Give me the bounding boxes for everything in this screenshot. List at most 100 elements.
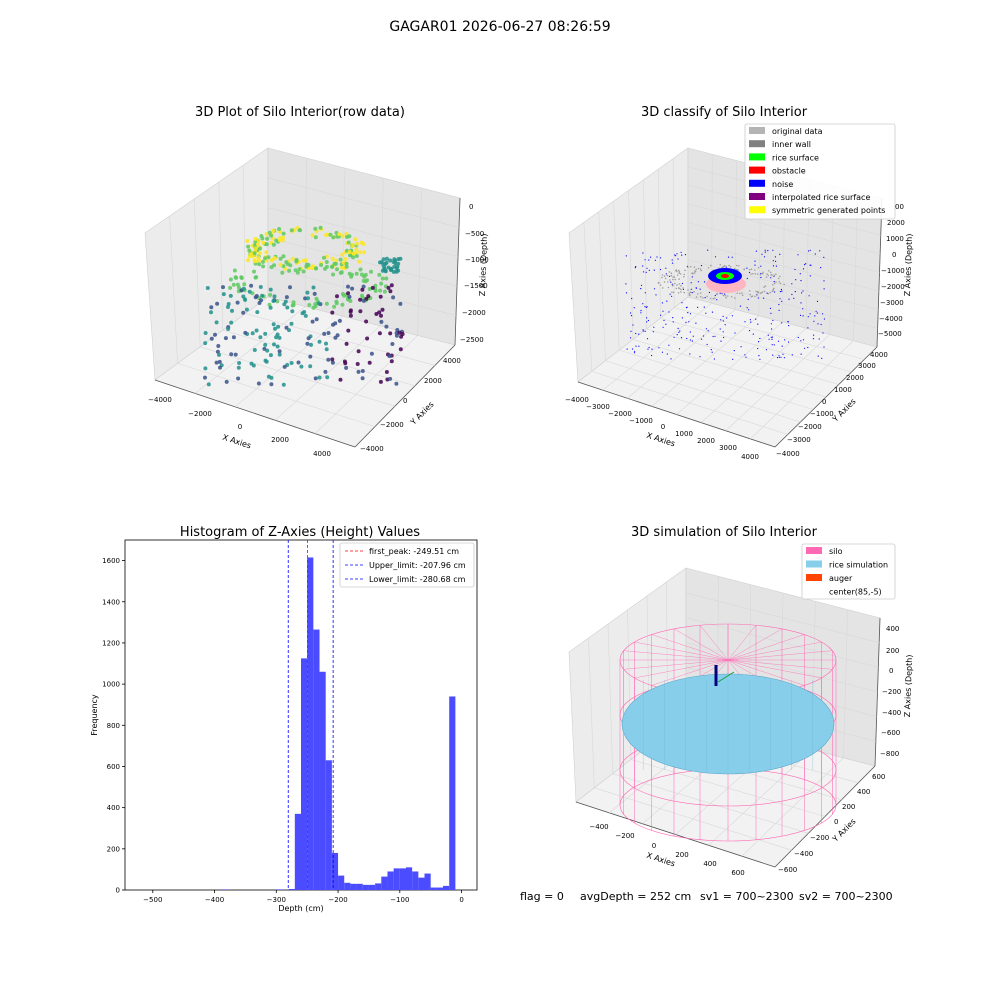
classify-original-point xyxy=(707,267,710,269)
simulation-x-tick: 400 xyxy=(703,860,716,868)
raw-point xyxy=(228,285,233,290)
raw-point xyxy=(221,285,225,290)
raw-point xyxy=(239,275,244,280)
classify-noise-point xyxy=(719,328,721,330)
classify-noise-point xyxy=(670,281,672,283)
classify-noise-point xyxy=(634,350,636,352)
classify-noise-point xyxy=(642,252,644,254)
silo-roof-spoke xyxy=(623,650,729,661)
classify-noise-point xyxy=(711,311,714,313)
classify-noise-point xyxy=(724,324,726,326)
classify-original-point xyxy=(722,294,725,297)
classify-z-tick: −4000 xyxy=(879,315,903,323)
raw-point xyxy=(374,312,379,316)
classify-noise-point xyxy=(720,340,722,342)
classify-noise-point xyxy=(722,315,724,317)
histogram-bar xyxy=(319,671,326,890)
classify-noise-point xyxy=(648,269,650,271)
raw-point xyxy=(263,331,268,336)
classify-x-tick: 0 xyxy=(661,423,665,431)
simulation-z-axis-label: Z Axies (Depth) xyxy=(903,654,914,717)
raw-point xyxy=(361,284,366,289)
histogram-bar xyxy=(399,868,406,890)
classify-noise-point xyxy=(767,334,769,336)
raw-point xyxy=(391,260,396,264)
raw-point xyxy=(263,342,268,347)
classify-noise-point xyxy=(677,327,679,329)
classify-noise-point xyxy=(777,340,780,342)
classify-original-point xyxy=(702,297,704,299)
classify-noise-point xyxy=(697,306,699,308)
raw-point xyxy=(250,331,255,336)
classify-noise-point xyxy=(659,268,662,271)
classify-noise-point xyxy=(689,331,691,333)
raw-point xyxy=(297,267,302,272)
raw-point xyxy=(254,246,258,251)
raw-point xyxy=(213,332,217,337)
histogram-bar xyxy=(325,760,332,890)
classify-noise-point xyxy=(725,266,727,268)
raw-point xyxy=(241,286,246,291)
simulation-z-tick: −200 xyxy=(882,688,901,696)
raw-point xyxy=(361,242,366,246)
classify-noise-point xyxy=(625,283,627,285)
classify-noise-point xyxy=(794,291,796,293)
simulation-z-tick-labels: 400 200 0 −200 −400 −600 −800 xyxy=(880,625,901,758)
raw-point xyxy=(326,331,331,335)
raw-point xyxy=(382,265,387,270)
histogram-bar xyxy=(220,889,227,890)
simulation-x-tick: 600 xyxy=(731,869,744,877)
classify-original-point xyxy=(671,291,673,294)
legend-swatch xyxy=(806,560,822,568)
classify-noise-point xyxy=(795,279,797,281)
raw-point xyxy=(382,289,387,294)
histogram-bar xyxy=(331,852,339,890)
classify-original-point xyxy=(674,282,676,285)
classify-noise-point xyxy=(676,334,678,336)
histogram-x-tick-label: −400 xyxy=(205,896,224,904)
classify-noise-point xyxy=(731,256,733,258)
raw-point xyxy=(340,302,345,307)
histogram-x-ticks: −500 −400 −300 −200 −100 0 xyxy=(143,890,464,904)
raw-point xyxy=(256,381,261,386)
classify-original-point xyxy=(756,294,758,296)
classify-original-point xyxy=(761,272,764,275)
classify-noise-point xyxy=(654,259,657,261)
raw-point xyxy=(390,342,395,346)
classify-z-tick: −3000 xyxy=(880,299,904,307)
simulation-y-tick: 0 xyxy=(834,818,838,826)
histogram-bar xyxy=(288,888,295,890)
classify-noise-point xyxy=(791,354,793,356)
classify-noise-point xyxy=(699,356,701,358)
classify-noise-point xyxy=(676,253,678,255)
raw-point xyxy=(217,359,222,364)
classify-original-point xyxy=(697,267,700,270)
classify-noise-point xyxy=(653,269,655,271)
classify-original-point xyxy=(762,271,764,274)
raw-y-tick: 4000 xyxy=(443,357,461,365)
classify-noise-point xyxy=(663,319,665,321)
raw-point xyxy=(275,332,280,337)
panel-simulation: 3D simulation of Silo Interior −400 −200… xyxy=(568,525,914,877)
classify-original-point xyxy=(750,268,753,271)
raw-point xyxy=(205,286,210,290)
classify-original-point xyxy=(682,287,684,289)
classify-original-point xyxy=(693,272,696,274)
classify-noise-point xyxy=(800,280,802,282)
classify-noise-point xyxy=(687,312,689,314)
raw-point xyxy=(358,250,362,255)
simulation-legend-items: silo rice simulation auger center(85,-5) xyxy=(806,547,888,597)
classify-original-point xyxy=(765,276,768,279)
classify-noise-point xyxy=(783,357,786,359)
histogram-bar xyxy=(393,868,400,890)
histogram-bar xyxy=(338,875,345,890)
classify-original-point xyxy=(735,264,738,267)
classify-noise-point xyxy=(644,292,646,294)
classify-noise-point xyxy=(822,332,824,334)
classify-original-point xyxy=(695,268,697,271)
histogram-x-tick-label: −100 xyxy=(390,896,409,904)
raw-point xyxy=(316,301,321,306)
classify-noise-point xyxy=(638,333,640,335)
classify-noise-point xyxy=(665,323,667,325)
raw-point xyxy=(236,365,241,370)
